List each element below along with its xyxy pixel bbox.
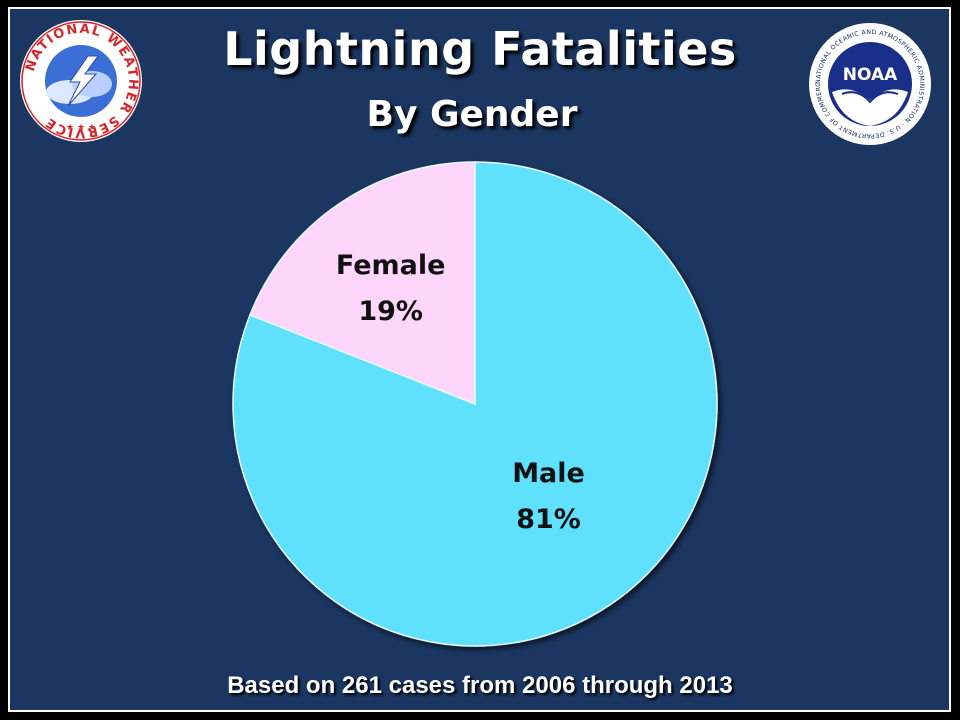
chart-subtitle: By Gender [366, 94, 578, 135]
slice-value-female: 19% [358, 296, 423, 327]
noaa-logo-text: NOAA [843, 65, 898, 85]
noaa-logo: NATIONAL OCEANIC AND ATMOSPHERIC ADMINIS… [808, 22, 931, 145]
chart-title: Lightning Fatalities [223, 22, 737, 76]
national-weather-service-logo: NATIONAL WEATHER SERVICE ★ ★ ★ [20, 20, 142, 142]
chart-footnote: Based on 261 cases from 2006 through 201… [227, 672, 733, 699]
pie-slice-female [249, 161, 476, 406]
pie-slice-male [232, 161, 718, 647]
slice-label-female: Female [336, 250, 446, 281]
slice-value-male: 81% [516, 504, 581, 535]
slice-label-male: Male [512, 458, 585, 489]
svg-text:★ ★ ★: ★ ★ ★ [66, 123, 96, 133]
